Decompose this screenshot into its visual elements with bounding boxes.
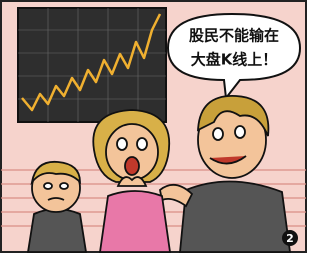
man-shirt (180, 181, 290, 252)
woman-dress (100, 191, 170, 252)
woman-eye (137, 138, 147, 150)
cartoon: 股民不能输在 大盘K线上！ 2 (0, 0, 307, 253)
child-eye (60, 183, 68, 189)
page: {"speech_bubble": {"lines": ["股民不能输在", "… (0, 0, 307, 253)
man-eye (213, 128, 223, 140)
man-eye (235, 126, 245, 138)
badge-number: 2 (286, 232, 294, 245)
child-shirt (28, 209, 86, 252)
child-eye (44, 183, 52, 189)
woman-eye (117, 138, 127, 150)
woman-mouth (125, 157, 139, 175)
chart-board (18, 8, 166, 122)
bubble-line: 股民不能输在 (189, 27, 279, 45)
bubble-line: 大盘K线上！ (191, 51, 278, 69)
